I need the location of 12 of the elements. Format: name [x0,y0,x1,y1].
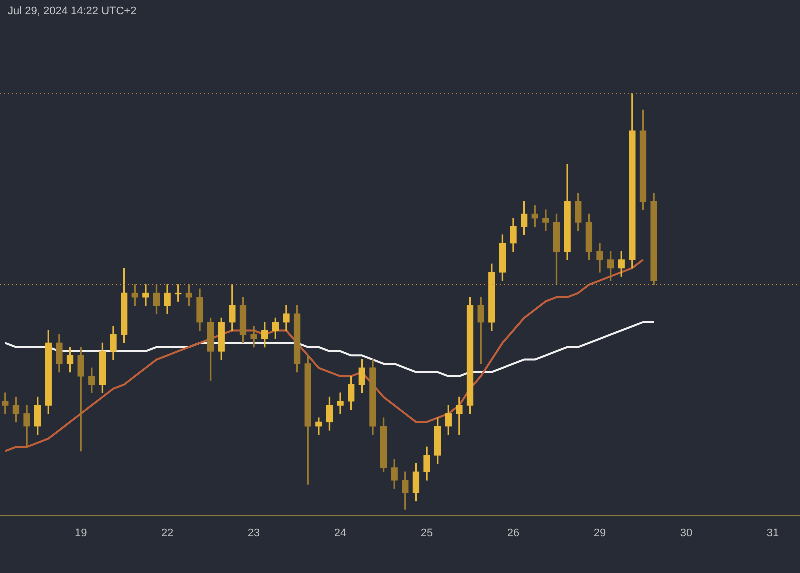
x-tick-label: 31 [766,527,780,540]
x-tick-label: 29 [594,527,606,540]
x-tick-label: 30 [680,527,693,540]
candlestick [250,326,258,348]
candlestick [542,210,550,232]
text: Jul 29, 2024 14:22 UTC+2 [8,6,137,18]
x-tick-label: 19 [74,527,88,540]
x-tick-label: 25 [420,527,434,540]
x-tick-label: 23 [248,527,260,540]
x-tick-label: 26 [507,527,520,540]
x-tick-label: 22 [161,527,174,540]
x-tick-label: 24 [334,527,347,540]
